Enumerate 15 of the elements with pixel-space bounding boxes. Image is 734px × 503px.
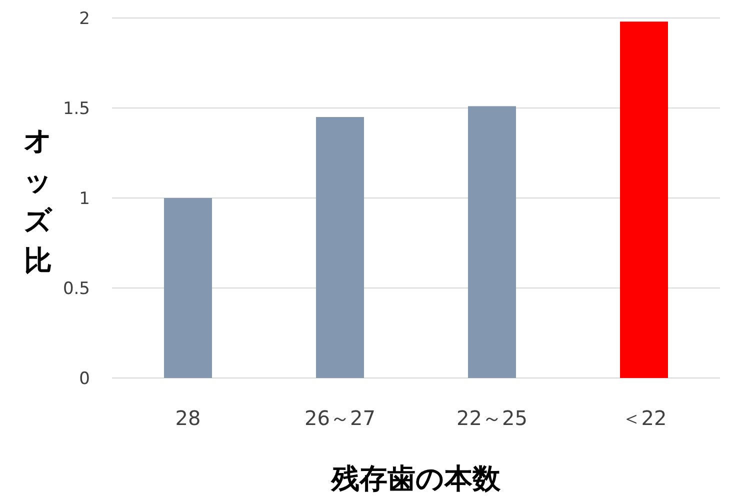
x-tick-label: ＜22: [621, 406, 667, 430]
x-axis-title: 残存歯の本数: [330, 462, 502, 495]
bar: [620, 22, 668, 378]
x-tick-label: 22～25: [456, 406, 528, 430]
y-tick-label: 0.5: [62, 279, 90, 299]
x-tick-label: 28: [175, 406, 201, 430]
y-tick-label: 1: [79, 189, 90, 209]
bar: [164, 198, 212, 378]
y-tick-label: 1.5: [62, 99, 90, 119]
y-tick-label: 0: [79, 369, 90, 389]
y-tick-label: 2: [79, 9, 90, 29]
y-axis-title: オッズ比: [24, 124, 54, 277]
x-tick-label: 26～27: [304, 406, 376, 430]
bar: [468, 106, 516, 378]
bar: [316, 117, 364, 378]
